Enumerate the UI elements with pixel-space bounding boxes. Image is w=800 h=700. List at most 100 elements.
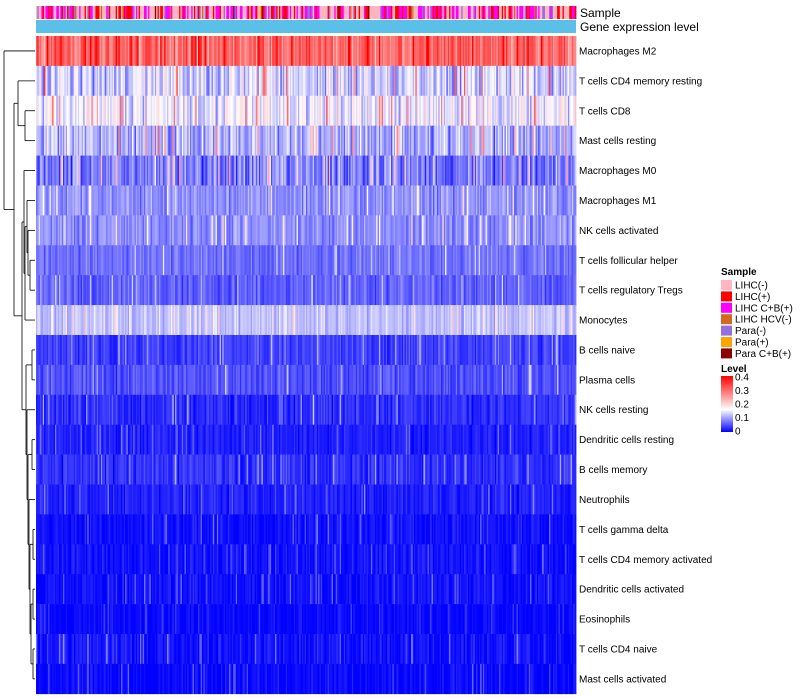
heatmap-cell: [192, 155, 195, 186]
heatmap-cell: [368, 125, 370, 156]
sample-annotation-cell: [454, 6, 457, 19]
heatmap-cell: [526, 36, 528, 67]
heatmap-cell: [46, 245, 49, 276]
heatmap-cell: [538, 125, 540, 156]
heatmap-cell: [357, 125, 360, 156]
heatmap-cell: [328, 245, 331, 276]
heatmap-cell: [408, 125, 411, 156]
heatmap-cell: [339, 245, 342, 276]
sample-annotation-cell: [534, 6, 536, 19]
heatmap-cell: [249, 215, 252, 246]
heatmap-cell: [274, 245, 277, 276]
sample-annotation-cell: [270, 6, 273, 19]
heatmap-cell: [138, 245, 141, 276]
sample-annotation-cell: [370, 6, 373, 19]
heatmap-cell: [162, 245, 165, 276]
heatmap-cell: [117, 65, 119, 97]
heatmap-cell: [384, 245, 387, 276]
sample-annotation-cell: [445, 6, 447, 19]
heatmap-cell: [427, 245, 430, 276]
heatmap-cell: [227, 36, 230, 67]
heatmap-cell: [470, 215, 473, 246]
sample-annotation-cell: [272, 6, 274, 19]
heatmap-cell: [115, 155, 118, 186]
heatmap-cell: [220, 36, 223, 67]
heatmap-cell: [566, 215, 569, 246]
heatmap-cell: [338, 65, 341, 97]
sample-annotation-cell: [478, 6, 481, 19]
heatmap-cell: [524, 155, 527, 186]
heatmap-cell: [346, 155, 349, 186]
sample-annotation-cell: [369, 6, 372, 19]
heatmap-cell: [318, 215, 320, 246]
heatmap-cell: [65, 155, 68, 186]
heatmap-cell: [81, 95, 84, 126]
heatmap-cell: [90, 275, 92, 306]
heatmap-cell: [566, 155, 569, 186]
heatmap-cell: [301, 36, 304, 67]
heatmap-cell: [392, 125, 395, 156]
heatmap-cell: [168, 65, 171, 97]
heatmap-cell: [492, 65, 495, 97]
heatmap-cell: [119, 155, 122, 186]
heatmap-cell: [284, 215, 287, 246]
heatmap-cell: [102, 155, 104, 186]
heatmap-cell: [180, 155, 183, 186]
heatmap-cell: [76, 65, 79, 97]
heatmap-cell: [234, 65, 237, 97]
heatmap-cell: [102, 125, 104, 156]
heatmap-cell: [499, 65, 501, 97]
heatmap-cell: [162, 125, 165, 156]
heatmap-cell: [490, 65, 493, 97]
heatmap-cell: [561, 185, 563, 216]
heatmap-cell: [206, 65, 208, 97]
heatmap-cell: [409, 125, 412, 156]
heatmap-cell: [374, 65, 377, 97]
sample-annotation-cell: [531, 6, 534, 19]
heatmap-cell: [44, 65, 46, 97]
heatmap-cell: [50, 245, 53, 276]
heatmap-cell: [482, 36, 485, 67]
heatmap-cell: [331, 65, 334, 97]
heatmap-cell: [204, 95, 207, 126]
heatmap-cell: [447, 65, 450, 97]
sample-annotation-cell: [504, 6, 507, 19]
heatmap-cell: [285, 155, 288, 186]
sample-annotation-cell: [92, 6, 95, 19]
heatmap-cell: [542, 95, 544, 126]
heatmap-cell: [160, 185, 162, 216]
sample-annotation-cell: [350, 6, 353, 19]
sample-annotation-cell: [462, 6, 465, 19]
heatmap-cell: [378, 65, 381, 97]
heatmap-cell: [181, 65, 184, 97]
heatmap-cell: [519, 185, 522, 216]
heatmap-cell: [315, 245, 318, 276]
heatmap-cell: [310, 215, 312, 246]
heatmap-cell: [146, 185, 149, 216]
heatmap-cell: [327, 95, 330, 126]
heatmap-cell: [389, 125, 392, 156]
sample-annotation-cell: [226, 6, 229, 19]
heatmap-cell: [474, 36, 477, 67]
heatmap-cell: [377, 245, 380, 276]
heatmap-cell: [345, 215, 347, 246]
heatmap-cell: [316, 155, 319, 186]
heatmap-cell: [273, 245, 276, 276]
heatmap-cell: [94, 125, 96, 156]
heatmap-cell: [526, 155, 528, 186]
heatmap-cell: [269, 95, 272, 126]
heatmap-cell: [239, 155, 242, 186]
heatmap-cell: [73, 95, 76, 126]
heatmap-cell: [381, 125, 384, 156]
heatmap-cell: [391, 185, 393, 216]
heatmap-cell: [493, 215, 496, 246]
heatmap-cell: [419, 155, 422, 186]
heatmap-cell: [192, 185, 195, 216]
heatmap-cell: [463, 245, 466, 276]
heatmap-cell: [53, 275, 56, 306]
heatmap-cell: [85, 155, 88, 186]
heatmap-cell: [526, 185, 528, 216]
heatmap-cell: [243, 185, 246, 216]
sample-annotation-cell: [528, 6, 531, 19]
heatmap-cell: [112, 125, 115, 156]
